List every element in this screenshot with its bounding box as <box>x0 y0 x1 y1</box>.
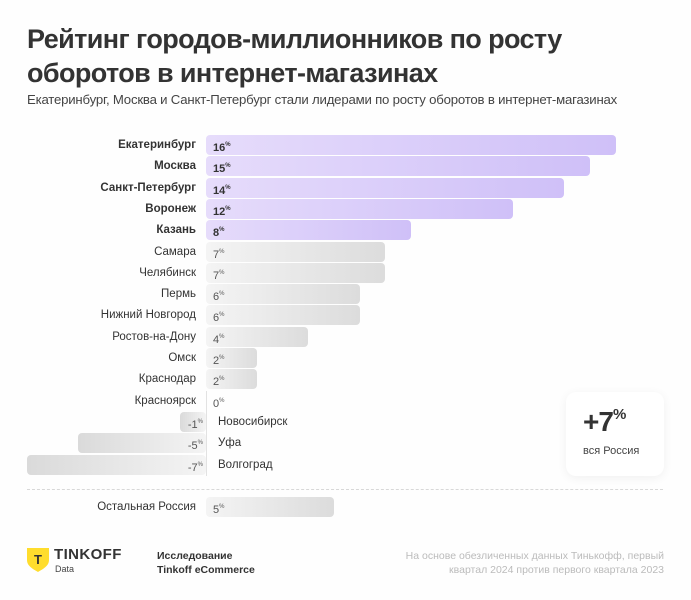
logo-sub: Data <box>55 564 75 574</box>
dashed-divider <box>27 489 663 490</box>
category-label: Санкт-Петербург <box>100 181 196 194</box>
category-label: Омск <box>168 352 196 364</box>
percent-sign: % <box>219 355 225 361</box>
bar <box>206 220 411 241</box>
value-label: 4% <box>213 333 225 346</box>
bar <box>206 241 386 262</box>
category-label: Нижний Новгород <box>100 309 196 322</box>
bar <box>206 284 360 305</box>
category-label: Краснодар <box>138 373 196 386</box>
page-title: Рейтинг городов-миллионников по росту об… <box>27 24 562 88</box>
percent-sign: % <box>219 333 225 340</box>
percent-sign: % <box>225 163 231 170</box>
category-label: Казань <box>156 224 196 237</box>
summary-value: +7% <box>583 406 627 437</box>
category-label: Челябинск <box>139 266 196 279</box>
value-label: 2% <box>213 376 225 389</box>
value-label: 6% <box>213 291 225 304</box>
value-label: -1% <box>187 418 203 431</box>
percent-sign: % <box>219 248 225 255</box>
value-label: 12% <box>213 205 231 218</box>
percent-sign: % <box>219 376 225 383</box>
category-label: Волгоград <box>218 458 273 471</box>
summary-unit: % <box>612 406 627 423</box>
footnote-line-1: На основе обезличенных данных Тинькофф, … <box>405 550 664 562</box>
category-label: Новосибирск <box>218 415 288 428</box>
bar <box>206 305 360 326</box>
bar-rest-of-russia <box>206 497 334 517</box>
bar <box>206 177 565 198</box>
percent-sign: % <box>225 142 231 148</box>
percent-sign: % <box>219 312 225 319</box>
bar <box>206 156 590 177</box>
value-label: 8% <box>213 227 225 240</box>
research-line-1: Исследование <box>157 550 233 562</box>
value-label: 7% <box>213 248 225 261</box>
value-label: 2% <box>213 355 225 367</box>
page-subtitle: Екатеринбург, Москва и Санкт-Петербург с… <box>27 92 618 107</box>
bar <box>206 348 258 368</box>
value-label: 16% <box>213 142 231 154</box>
category-label: Уфа <box>218 437 242 450</box>
bar <box>206 135 616 155</box>
logo-name: TINKOFF <box>54 546 122 563</box>
research-line-2: Tinkoff eCommerce <box>157 564 255 576</box>
percent-sign: % <box>197 440 203 447</box>
footnote-line-2: квартал 2024 против первого квартала 202… <box>449 564 664 576</box>
value-label: -7% <box>187 461 203 474</box>
value-label: 6% <box>213 312 225 325</box>
percent-sign: % <box>219 397 225 404</box>
category-label: Красноярск <box>134 394 196 407</box>
bar <box>26 454 206 475</box>
value-label: -5% <box>187 440 203 453</box>
value-label: 5% <box>213 504 225 516</box>
category-label: Москва <box>154 160 196 173</box>
research-credit: Исследование Tinkoff eCommerce <box>157 549 255 577</box>
category-label: Пермь <box>161 288 196 301</box>
bar <box>206 262 386 283</box>
value-label: 7% <box>213 269 225 282</box>
percent-sign: % <box>225 184 231 191</box>
logo-glyph: Т <box>34 552 42 567</box>
percent-sign: % <box>225 205 231 212</box>
percent-sign: % <box>219 227 225 234</box>
value-label: 0% <box>213 397 225 410</box>
bar <box>206 198 514 219</box>
percent-sign: % <box>219 291 225 298</box>
percent-sign: % <box>219 269 225 276</box>
footnote: На основе обезличенных данных Тинькофф, … <box>406 549 664 577</box>
category-label: Ростов-на-Дону <box>112 330 196 343</box>
summary-label: вся Россия <box>583 445 640 457</box>
summary-card: +7% вся Россия <box>566 392 664 476</box>
zero-axis-line <box>206 390 207 476</box>
bar <box>206 369 258 390</box>
category-label: Екатеринбург <box>118 139 196 151</box>
percent-sign: % <box>219 504 225 510</box>
percent-sign: % <box>197 461 203 468</box>
value-label: 15% <box>213 163 231 176</box>
value-label: 14% <box>213 184 231 197</box>
bar <box>206 326 309 347</box>
shield-icon <box>27 548 49 572</box>
category-label: Остальная Россия <box>97 501 196 513</box>
category-label: Воронеж <box>145 202 196 215</box>
bar <box>78 433 206 454</box>
category-label: Самара <box>154 245 196 258</box>
bar <box>180 411 206 432</box>
percent-sign: % <box>197 418 203 425</box>
